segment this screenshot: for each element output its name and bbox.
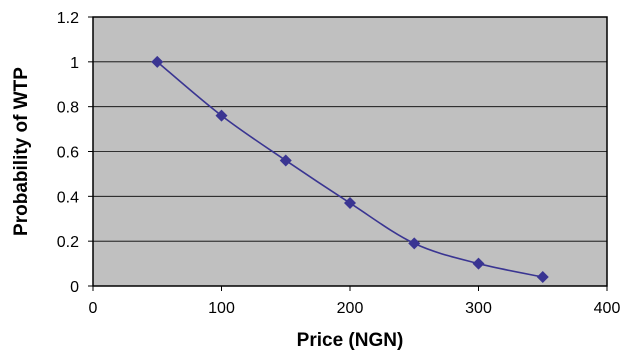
x-tick-label: 400	[594, 300, 621, 317]
series-group	[151, 55, 549, 284]
data-point-0	[151, 55, 164, 68]
gridlines	[93, 61, 607, 242]
data-point-1	[215, 109, 228, 122]
x-tick-label: 0	[89, 300, 98, 317]
x-tick-label: 300	[465, 300, 492, 317]
y-tick-label: 0.8	[57, 100, 79, 117]
data-point-5	[472, 257, 485, 270]
data-point-2	[279, 154, 292, 167]
x-tick-label: 100	[208, 300, 235, 317]
x-axis-title: Price (NGN)	[297, 330, 404, 351]
x-tick-label: 200	[337, 300, 364, 317]
y-tick-label: 0.2	[57, 234, 79, 251]
y-tick-label: 0.4	[57, 189, 79, 206]
y-tick-label: 1.2	[57, 10, 79, 27]
data-point-3	[344, 197, 356, 210]
y-tick-label: 0.6	[57, 145, 79, 162]
y-axis-title: Probability of WTP	[11, 67, 32, 236]
y-axis-ticks: 0 0.2 0.4 0.6 0.8 1 1.2	[57, 10, 93, 296]
data-point-6	[536, 271, 549, 284]
y-tick-label: 1	[70, 55, 79, 72]
data-point-4	[408, 237, 421, 250]
x-axis-ticks: 0 100 200 300 400	[89, 286, 621, 317]
plot-border	[92, 16, 608, 287]
y-tick-label: 0	[70, 279, 79, 296]
